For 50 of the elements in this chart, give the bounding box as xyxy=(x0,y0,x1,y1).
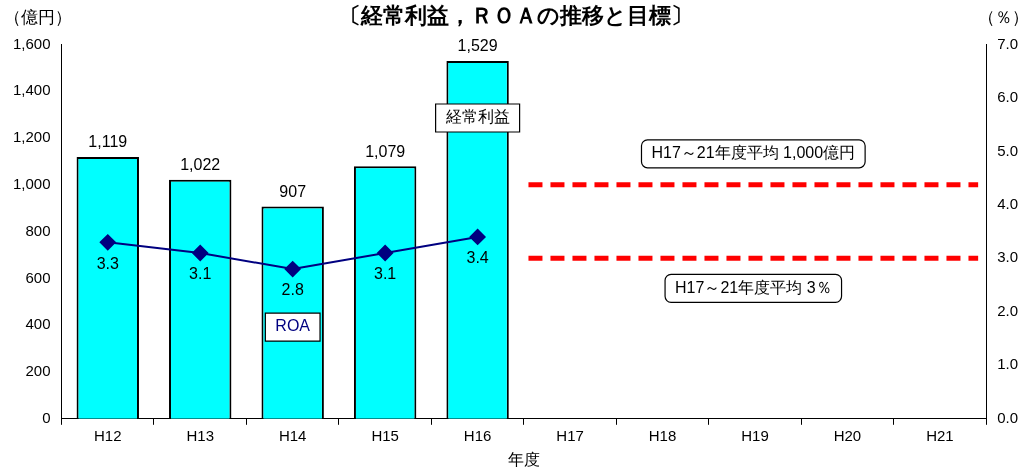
y2-tick-label: 3.0 xyxy=(997,248,1019,266)
y-tick-label: 1,200 xyxy=(12,128,51,146)
x-tick-label: H12 xyxy=(94,426,122,444)
x-tick-label: H14 xyxy=(278,426,307,444)
text: ROA xyxy=(275,317,311,335)
data-label: 3.3 xyxy=(96,254,119,272)
y2-tick-label: 6.0 xyxy=(997,88,1019,106)
x-tick-label: H15 xyxy=(371,426,399,444)
x-tick-label: H19 xyxy=(741,426,769,444)
point xyxy=(377,244,394,261)
x-tick-label: H13 xyxy=(186,426,214,444)
point xyxy=(192,244,209,261)
y-tick-label: 800 xyxy=(25,221,51,239)
y2-tick-label: 5.0 xyxy=(997,141,1019,159)
x-axis-title: 年度 xyxy=(507,450,540,468)
y2-tick-label: 1.0 xyxy=(997,355,1019,373)
data-label: 1,022 xyxy=(180,156,221,174)
x-tick-label: H17 xyxy=(556,426,584,444)
series-label: 経常利益 xyxy=(444,108,510,126)
x-tick-label: H20 xyxy=(833,426,862,444)
data-label: 2.8 xyxy=(281,281,304,299)
y-axis-title: （億円） xyxy=(4,7,72,27)
y-tick-label: 1,000 xyxy=(12,174,51,192)
ref-line-label: H17～21年度平均 3％ xyxy=(675,278,832,296)
data-label: 3.4 xyxy=(466,249,489,267)
point xyxy=(469,228,486,245)
y-tick-label: 600 xyxy=(25,268,51,286)
point xyxy=(284,261,301,278)
y-tick-label: 0 xyxy=(42,408,51,426)
point xyxy=(99,234,116,251)
y2-tick-label: 0.0 xyxy=(997,408,1019,426)
chart-title: 〔経常利益，ＲＯＡの推移と目標〕 xyxy=(338,3,693,29)
y2-axis-title: （％） xyxy=(978,7,1029,27)
data-label: 1,079 xyxy=(365,142,406,160)
y2-tick-label: 4.0 xyxy=(997,195,1019,212)
y-tick-label: 400 xyxy=(25,315,51,333)
y-tick-label: 1,600 xyxy=(12,34,51,52)
data-label: 907 xyxy=(279,182,307,200)
y2-tick-label: 7.0 xyxy=(997,34,1019,52)
y-tick-label: 1,400 xyxy=(12,81,51,99)
x-tick-label: H18 xyxy=(648,426,677,444)
y-tick-label: 200 xyxy=(25,362,51,380)
data-label: 3.1 xyxy=(374,265,397,283)
x-tick-label: H21 xyxy=(926,426,954,444)
ref-line-label: H17～21年度平均 1,000億円 xyxy=(651,144,856,162)
y2-tick-label: 2.0 xyxy=(997,301,1019,319)
data-label: 3.1 xyxy=(189,265,212,283)
data-label: 1,119 xyxy=(88,133,128,151)
x-tick-label: H16 xyxy=(463,426,492,444)
data-label: 1,529 xyxy=(457,37,498,55)
